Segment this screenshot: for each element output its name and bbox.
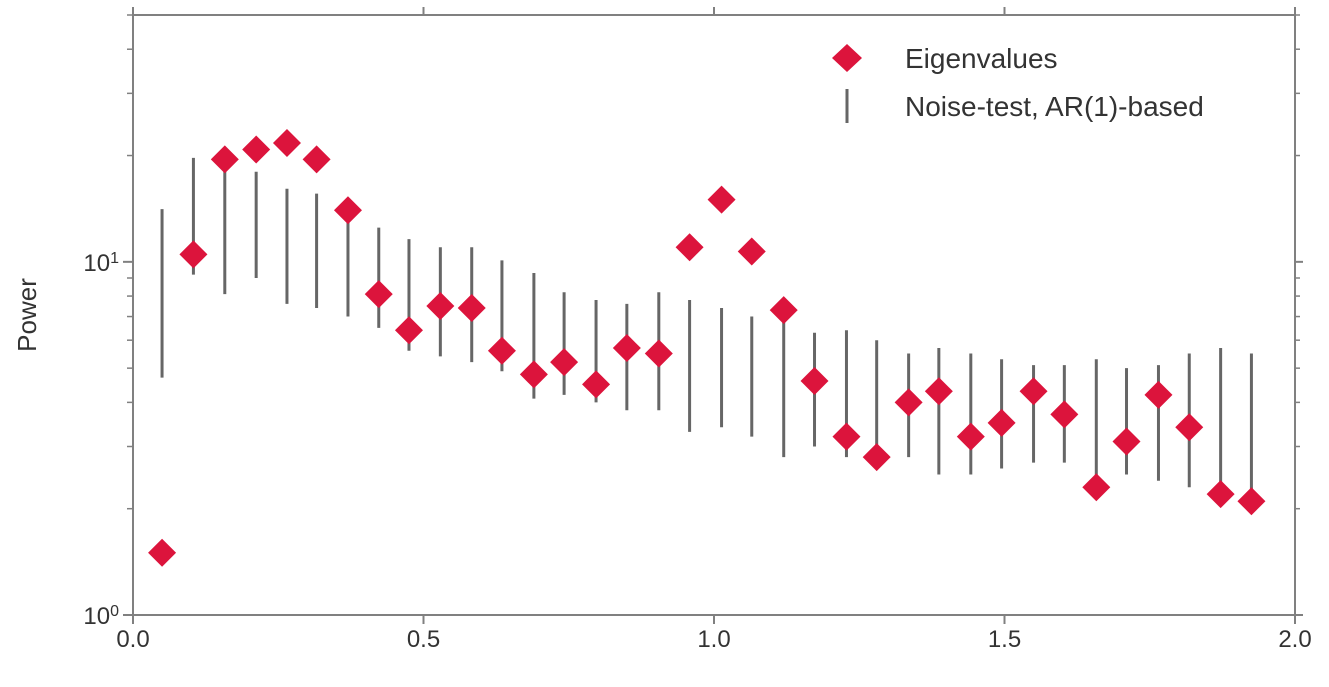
eigenvalue-point [487, 336, 516, 365]
eigenvalue-point [924, 377, 953, 406]
eigenvalue-point [272, 129, 301, 158]
x-tick-label: 0.5 [407, 626, 440, 653]
eigenvalue-point [210, 145, 239, 174]
y-tick-base: 10 [83, 250, 110, 277]
eigenvalue-point [862, 443, 891, 472]
y-tick-exponent: 1 [110, 249, 119, 266]
eigenvalue-point [832, 422, 861, 451]
x-tick-label: 0.0 [116, 626, 149, 653]
eigenvalue-point [612, 334, 641, 363]
eigenvalue-point [1019, 377, 1048, 406]
eigenvalue-point [394, 316, 423, 345]
eigenvalue-point [707, 185, 736, 214]
eigenvalue-point [148, 538, 177, 567]
eigenvalue-point [644, 339, 673, 368]
eigenvalue-point [582, 370, 611, 399]
y-axis-title: Power [12, 278, 42, 352]
eigenvalue-point [364, 280, 393, 309]
eigenvalue-point [457, 294, 486, 323]
y-tick-exponent: 0 [110, 603, 119, 620]
eigenvalue-point [1082, 473, 1111, 502]
eigenvalue-point [956, 422, 985, 451]
y-tick-base: 10 [83, 603, 110, 630]
eigenvalues-series [148, 129, 1266, 567]
y-tick-label: 101 [83, 249, 119, 277]
noise-test-series [160, 157, 1253, 509]
eigenvalue-point [1050, 400, 1079, 429]
eigenvalue-point [769, 296, 798, 325]
eigenvalue-point [179, 240, 208, 269]
eigenvalue-point [800, 366, 829, 395]
eigenvalue-point [333, 196, 362, 225]
eigenvalue-point [242, 135, 271, 164]
eigenvalue-point [426, 291, 455, 320]
eigenvalue-point [1144, 380, 1173, 409]
x-tick-label: 1.5 [988, 626, 1021, 653]
legend-eigenvalues-label: Eigenvalues [905, 43, 1058, 74]
eigenvalue-point [1175, 413, 1204, 442]
eigenvalue-point [302, 145, 331, 174]
eigenvalue-point [519, 360, 548, 389]
eigenvalue-point [550, 348, 579, 377]
legend-eigenvalues-marker [832, 44, 862, 72]
x-tick-label: 2.0 [1278, 626, 1311, 653]
x-tick-label: 1.0 [697, 626, 730, 653]
eigenvalue-point [675, 233, 704, 262]
legend: Eigenvalues Noise-test, AR(1)-based [832, 43, 1204, 123]
eigenvalue-point [894, 388, 923, 417]
eigenvalue-point [1237, 487, 1266, 516]
eigenvalue-point [737, 237, 766, 266]
eigenvalue-point [987, 408, 1016, 437]
eigenvalue-point [1206, 480, 1235, 509]
legend-noise-label: Noise-test, AR(1)-based [905, 91, 1204, 122]
eigenvalue-point [1112, 427, 1141, 456]
y-tick-label: 100 [83, 603, 119, 631]
